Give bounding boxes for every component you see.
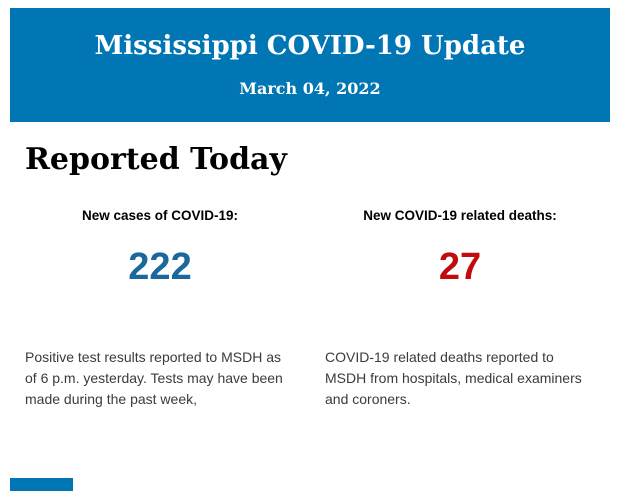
section-heading: Reported Today (25, 142, 287, 177)
stats-row: New cases of COVID-19: 222 Positive test… (0, 207, 620, 410)
description-line: and coroners. (325, 391, 411, 407)
stat-new-cases: New cases of COVID-19: 222 Positive test… (25, 207, 295, 410)
header-banner: Mississippi COVID-19 Update March 04, 20… (10, 8, 610, 122)
new-deaths-label: New COVID-19 related deaths: (363, 208, 557, 223)
report-date: March 04, 2022 (239, 79, 381, 98)
description-line: COVID-19 related deaths reported to (325, 349, 554, 365)
description-line: MSDH from hospitals, medical examiners (325, 370, 582, 386)
description-line: made during the past week, (25, 391, 197, 407)
new-cases-description: Positive test results reported to MSDH a… (25, 347, 295, 410)
description-line: of 6 p.m. yesterday. Tests may have been (25, 370, 283, 386)
new-deaths-value: 27 (438, 246, 482, 288)
new-cases-label: New cases of COVID-19: (81, 208, 239, 223)
footer-banner-top-edge (10, 478, 73, 491)
page-title: Mississippi COVID-19 Update (94, 31, 526, 61)
new-cases-value: 222 (128, 246, 192, 288)
new-deaths-description: COVID-19 related deaths reported to MSDH… (325, 347, 595, 410)
stat-new-deaths: New COVID-19 related deaths: 27 COVID-19… (325, 207, 595, 410)
description-line: Positive test results reported to MSDH a… (25, 349, 281, 365)
